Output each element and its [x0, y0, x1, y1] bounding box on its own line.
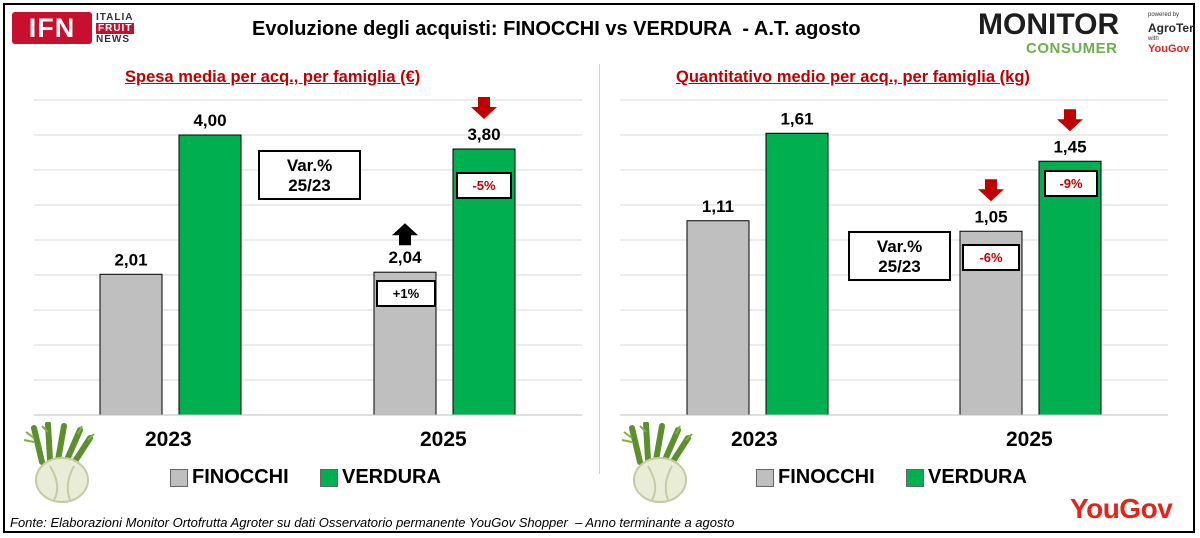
fennel-illustration	[621, 422, 693, 503]
chart1-var-box-line2: 25/23	[288, 176, 331, 195]
chart1-data-label-verdura-2025: 3,80	[467, 125, 500, 144]
legend-swatch-verdura	[906, 469, 924, 487]
yougov-small-logo: YouGov	[1148, 43, 1190, 55]
ifn-logo-line1: ITALIA	[96, 12, 134, 23]
legend-swatch-finocchi	[756, 469, 774, 487]
powered-by-text: powered by	[1148, 12, 1180, 18]
chart1-category-label-1: 2025	[420, 428, 467, 451]
chart1-verdura-change: -5%	[456, 172, 512, 199]
chart2-finocchi-change: -6%	[962, 244, 1020, 271]
main-title: Evoluzione degli acquisti: FINOCCHI vs V…	[252, 18, 861, 40]
chart2-data-label-finocchi-2023: 1,11	[702, 197, 734, 216]
chart1-arrow-down-icon	[471, 97, 497, 119]
source-note: Fonte: Elaborazioni Monitor Ortofrutta A…	[10, 515, 735, 530]
legend-label-verdura: VERDURA	[342, 466, 441, 488]
legend-label-finocchi: FINOCCHI	[192, 466, 289, 488]
chart1-finocchi-change: +1%	[376, 280, 436, 307]
legend-swatch-finocchi	[170, 469, 188, 487]
legend-swatch-verdura	[320, 469, 338, 487]
chart2-verdura-change: -9%	[1044, 170, 1098, 197]
ifn-logo: IFN ITALIA FRUIT NEWS	[12, 10, 142, 52]
chart1-category-label-0: 2023	[145, 428, 192, 451]
chart2-legend: FINOCCHI VERDURA	[756, 466, 1056, 490]
chart2-var-box: Var.% 25/23	[848, 231, 951, 281]
chart1-legend: FINOCCHI VERDURA	[170, 466, 470, 490]
chart2-data-label-verdura-2023: 1,61	[780, 109, 813, 128]
chart1-bar-verdura-2023	[178, 134, 242, 416]
ifn-logo-line2: FRUIT	[96, 23, 135, 34]
legend-label-finocchi: FINOCCHI	[778, 466, 875, 488]
chart1-var-box-line1: Var.%	[286, 156, 333, 175]
chart2-category-label-0: 2023	[731, 428, 778, 451]
chart2-title: Quantitativo medio per acq., per famigli…	[676, 68, 1030, 86]
chart2-bar-verdura-2023	[765, 132, 829, 416]
chart2-category-label-1: 2025	[1006, 428, 1053, 451]
consumer-logo-word: CONSUMER	[1026, 40, 1118, 57]
ifn-logo-line3: NEWS	[96, 34, 130, 45]
chart2-bar-finocchi-2023	[686, 220, 750, 416]
chart1-arrow-up-icon	[392, 223, 418, 246]
chart1-bar-finocchi-2023	[99, 273, 163, 416]
chart2-arrow-down-icon	[1057, 109, 1083, 132]
fennel-illustration	[23, 422, 95, 503]
chart1-data-label-finocchi-2023: 2,01	[114, 250, 147, 269]
yougov-logo: YouGov	[1070, 493, 1173, 524]
chart1-var-box: Var.% 25/23	[258, 150, 361, 200]
chart2-data-label-finocchi-2025: 1,05	[974, 207, 1007, 226]
chart2-bar-verdura-2025	[1038, 160, 1102, 416]
monitor-logo-word: MONITOR	[978, 8, 1120, 41]
chart2-var-box-line1: Var.%	[876, 237, 923, 256]
chart1-title: Spesa media per acq., per famiglia (€)	[125, 68, 421, 86]
monitor-consumer-logo: MONITOR CONSUMER powered by AgroTer with…	[978, 8, 1194, 60]
chart2-arrow-down-icon	[978, 179, 1004, 202]
chart1-data-label-verdura-2023: 4,00	[193, 111, 226, 130]
agroter-logo-text: AgroTer	[1148, 21, 1194, 35]
ifn-logo-mark: IFN	[12, 12, 92, 44]
chart2-data-label-verdura-2025: 1,45	[1053, 137, 1086, 156]
ifn-logo-text: ITALIA FRUIT NEWS	[96, 12, 135, 45]
panel-divider	[599, 64, 600, 474]
legend-label-verdura: VERDURA	[928, 466, 1027, 488]
chart1-data-label-finocchi-2025: 2,04	[388, 248, 422, 267]
with-text: with	[1148, 36, 1159, 42]
chart2-var-box-line2: 25/23	[878, 257, 921, 276]
chart1-plot: 2,01 2,04 4,00 3,80	[34, 97, 582, 416]
